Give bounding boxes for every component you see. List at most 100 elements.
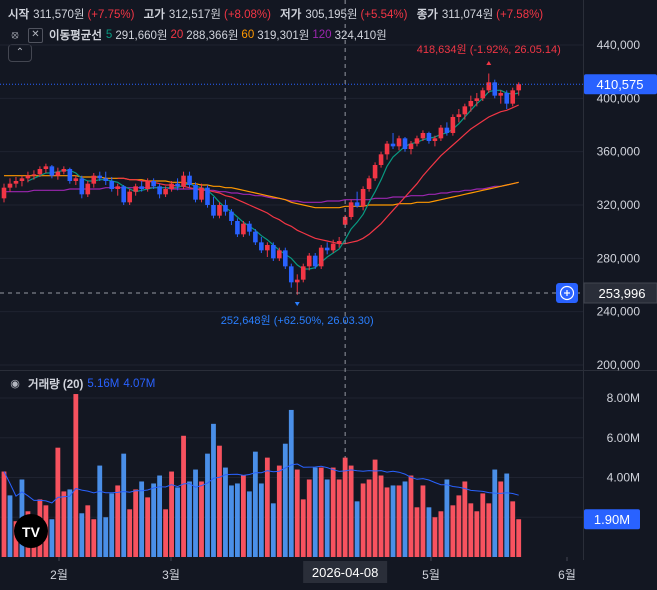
y-tick-label: 360,000 bbox=[597, 145, 641, 159]
plus-circle-icon bbox=[559, 285, 575, 301]
y-tick-label: 280,000 bbox=[597, 251, 641, 265]
candle-body bbox=[366, 178, 372, 189]
candle-body bbox=[432, 138, 438, 141]
volume-bar bbox=[49, 519, 55, 557]
candle-body bbox=[103, 178, 109, 181]
volume-ma-line bbox=[3, 463, 519, 504]
candle-body bbox=[217, 205, 222, 216]
volume-bar bbox=[211, 423, 216, 557]
candle-body bbox=[19, 178, 25, 181]
candle-body bbox=[342, 216, 348, 225]
candle-body bbox=[486, 82, 492, 91]
candle-body bbox=[354, 202, 360, 207]
volume-bar bbox=[13, 521, 19, 557]
ma5-value: 291,660원 bbox=[115, 30, 168, 42]
volume-bar bbox=[504, 473, 510, 557]
candle-body bbox=[43, 166, 49, 169]
volume-bar bbox=[282, 443, 288, 557]
ma-label: 이동평균선 bbox=[49, 30, 102, 42]
volume-bar bbox=[336, 479, 342, 557]
candle-body bbox=[223, 205, 228, 212]
candle-body bbox=[181, 175, 186, 187]
candle-body bbox=[312, 255, 318, 267]
volume-bar bbox=[145, 497, 151, 557]
volume-bar bbox=[306, 479, 312, 557]
volume-bar bbox=[85, 505, 91, 557]
candle-body bbox=[253, 231, 258, 243]
volume-bar bbox=[318, 467, 324, 557]
candle-body bbox=[348, 202, 354, 217]
candle-body bbox=[414, 138, 420, 144]
volume-bar bbox=[462, 481, 468, 557]
candle-body bbox=[384, 143, 390, 155]
volume-value-1: 5.16M bbox=[87, 378, 120, 390]
candle-body bbox=[37, 169, 43, 175]
crosshair-date-label: 2026-04-08 bbox=[312, 565, 379, 580]
volume-bar bbox=[384, 487, 390, 557]
candle-body bbox=[378, 154, 384, 165]
open-label: 시작 bbox=[8, 9, 30, 21]
candle-body bbox=[330, 243, 336, 251]
candle-body bbox=[157, 186, 162, 195]
volume-bar bbox=[151, 483, 157, 557]
volume-bar bbox=[456, 495, 462, 557]
volume-bar bbox=[1, 471, 7, 557]
y-tick-label: 200,000 bbox=[597, 358, 641, 372]
volume-bar bbox=[55, 447, 61, 557]
volume-bar bbox=[199, 481, 204, 557]
candle-body bbox=[468, 101, 474, 107]
candle-body bbox=[402, 138, 408, 149]
candle-body bbox=[85, 183, 91, 195]
candle-body bbox=[115, 186, 121, 189]
candle-body bbox=[79, 178, 85, 195]
candle-body bbox=[474, 98, 480, 101]
candle-body bbox=[324, 247, 330, 251]
ma20-value: 288,366원 bbox=[186, 30, 239, 42]
candle-body bbox=[288, 266, 294, 283]
close-value: 311,074원 bbox=[441, 9, 494, 21]
candle-body bbox=[480, 90, 486, 99]
candle-body bbox=[462, 106, 468, 115]
volume-bar bbox=[294, 469, 300, 557]
volume-bar bbox=[516, 519, 522, 557]
volume-bar bbox=[109, 493, 115, 557]
eye-icon[interactable]: ◉ bbox=[10, 378, 20, 390]
candle-body bbox=[510, 90, 516, 104]
volume-bar bbox=[270, 503, 276, 557]
volume-bar bbox=[139, 481, 145, 557]
candle-body bbox=[61, 169, 67, 172]
candle-body bbox=[193, 185, 198, 200]
volume-bar bbox=[127, 509, 133, 557]
candle-body bbox=[450, 117, 456, 133]
candle-body bbox=[235, 221, 240, 235]
y-tick-label: 400,000 bbox=[597, 91, 641, 105]
last-volume-label: 1.90M bbox=[594, 512, 630, 527]
candle-body bbox=[211, 205, 216, 216]
candle-body bbox=[277, 250, 282, 259]
candle-body bbox=[139, 186, 144, 189]
ma20-line bbox=[117, 104, 519, 245]
candle-body bbox=[175, 183, 180, 187]
last-volume-badge bbox=[584, 509, 640, 530]
volume-bar bbox=[510, 501, 516, 557]
volume-bar bbox=[408, 475, 414, 557]
volume-bar bbox=[181, 435, 186, 557]
ma5-period: 5 bbox=[105, 29, 113, 41]
close-icon[interactable]: ✕ bbox=[28, 27, 43, 43]
volume-bar bbox=[61, 491, 67, 557]
candle-body bbox=[396, 138, 402, 147]
low-pct: (+5.54%) bbox=[360, 9, 408, 21]
volume-bar bbox=[378, 475, 384, 557]
y-tick-label: 240,000 bbox=[597, 305, 641, 319]
volume-bar bbox=[264, 457, 270, 557]
eye-off-icon[interactable]: ⦻ bbox=[11, 29, 19, 41]
candle-body bbox=[127, 191, 132, 203]
candle-body bbox=[31, 174, 37, 176]
candle-body bbox=[241, 223, 246, 235]
volume-bar bbox=[187, 481, 192, 557]
volume-bar bbox=[217, 445, 222, 557]
candle-body bbox=[420, 133, 426, 139]
high-pct: (+8.08%) bbox=[223, 9, 271, 21]
volume-bar bbox=[235, 483, 240, 557]
